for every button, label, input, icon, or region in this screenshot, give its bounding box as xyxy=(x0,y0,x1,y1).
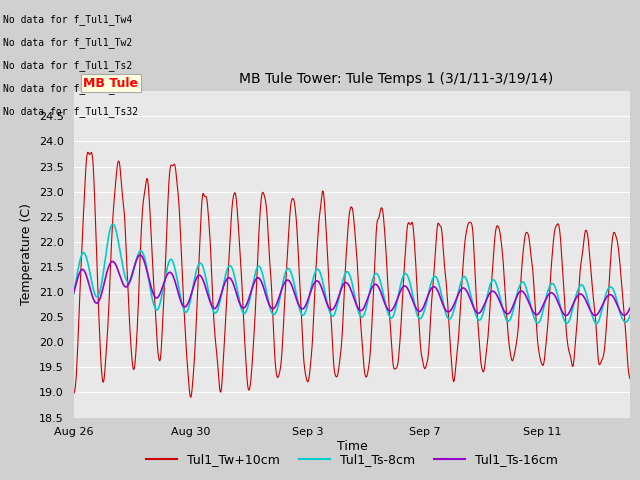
X-axis label: Time: Time xyxy=(337,440,367,453)
Text: MB Tule: MB Tule xyxy=(83,77,138,90)
Text: No data for f_Tul1_Tw4: No data for f_Tul1_Tw4 xyxy=(3,14,132,25)
Text: No data for f_Tul1_Ts16: No data for f_Tul1_Ts16 xyxy=(3,84,138,95)
Text: No data for f_Tul1_Tw2: No data for f_Tul1_Tw2 xyxy=(3,37,132,48)
Text: No data for f_Tul1_Ts32: No data for f_Tul1_Ts32 xyxy=(3,107,138,118)
Title: MB Tule Tower: Tule Temps 1 (3/1/11-3/19/14): MB Tule Tower: Tule Temps 1 (3/1/11-3/19… xyxy=(239,72,554,86)
Legend: Tul1_Tw+10cm, Tul1_Ts-8cm, Tul1_Ts-16cm: Tul1_Tw+10cm, Tul1_Ts-8cm, Tul1_Ts-16cm xyxy=(141,448,563,471)
Text: No data for f_Tul1_Ts2: No data for f_Tul1_Ts2 xyxy=(3,60,132,72)
Y-axis label: Temperature (C): Temperature (C) xyxy=(20,204,33,305)
